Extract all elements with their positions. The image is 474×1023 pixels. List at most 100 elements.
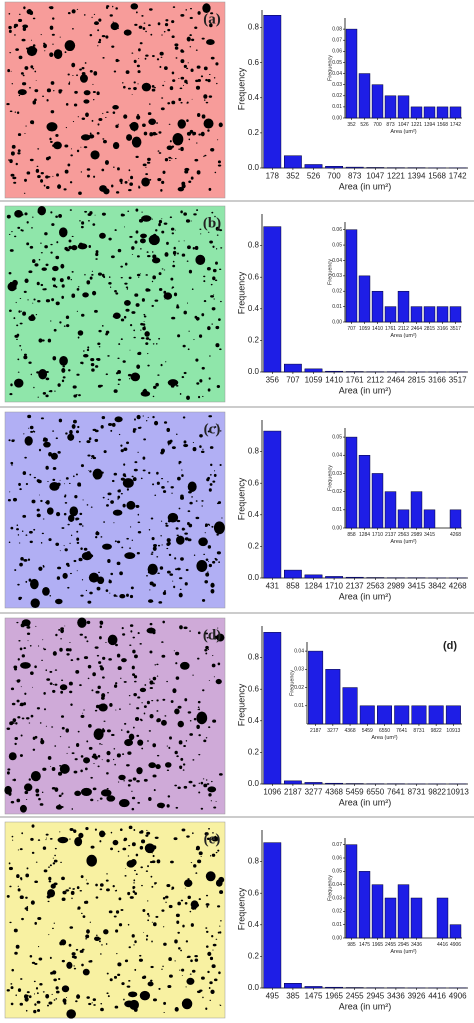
particle <box>149 678 151 680</box>
particle <box>126 985 131 988</box>
particle <box>158 219 163 224</box>
x-tick-label: 10913 <box>446 728 460 734</box>
particle <box>61 876 65 881</box>
particle <box>194 26 198 30</box>
particle <box>17 944 19 948</box>
particle <box>184 698 188 702</box>
particle <box>28 578 32 582</box>
particle <box>41 339 45 342</box>
particle <box>174 784 178 787</box>
particle <box>74 758 78 761</box>
particle <box>116 953 118 955</box>
particle <box>128 844 131 847</box>
particle <box>205 930 209 933</box>
particle <box>130 372 141 382</box>
particle <box>127 87 131 90</box>
particle <box>70 703 73 706</box>
bar <box>377 705 392 725</box>
particle <box>92 223 96 226</box>
particle <box>34 962 38 965</box>
particle <box>135 129 138 131</box>
particle <box>97 754 101 758</box>
particle <box>113 472 118 476</box>
particle <box>69 429 73 435</box>
particle <box>121 729 123 731</box>
particle <box>153 682 155 685</box>
particle <box>11 231 13 233</box>
y-axis-label: Frequency <box>236 887 246 930</box>
particle <box>162 170 166 174</box>
particle <box>32 67 35 70</box>
particle <box>194 955 198 958</box>
particle <box>151 304 154 308</box>
particle <box>111 184 114 188</box>
particle <box>176 567 181 571</box>
particle <box>15 994 17 997</box>
particle <box>152 998 157 1002</box>
particle <box>75 670 80 674</box>
particle <box>25 534 28 536</box>
particle <box>184 170 189 174</box>
particle <box>140 830 144 834</box>
x-tick-label: 1047 <box>398 122 409 128</box>
particle <box>127 855 130 857</box>
x-tick-label: 3517 <box>449 376 467 385</box>
particle <box>34 98 37 102</box>
bar <box>345 436 358 529</box>
particle <box>135 11 138 14</box>
particle <box>191 98 193 100</box>
particle <box>89 132 92 135</box>
particle <box>182 769 185 771</box>
particle <box>122 753 125 756</box>
particle <box>141 976 146 979</box>
x-tick-label: 1965 <box>325 992 343 1001</box>
x-tick-label: 1410 <box>372 326 383 332</box>
particle <box>195 358 199 362</box>
particle <box>58 628 61 631</box>
particle <box>80 769 83 773</box>
particle <box>163 222 168 225</box>
particle <box>53 328 57 332</box>
particle <box>86 504 89 506</box>
particle <box>184 879 193 887</box>
particle <box>189 34 192 37</box>
particle <box>152 131 157 136</box>
particle <box>46 122 58 132</box>
particle <box>123 780 125 782</box>
particle <box>31 851 35 854</box>
particle <box>193 554 196 557</box>
particle <box>100 425 104 429</box>
x-tick-label: 2112 <box>398 326 409 332</box>
particle <box>136 273 141 277</box>
particle <box>49 838 53 840</box>
panel-label: (b) <box>203 215 221 231</box>
particle <box>77 425 80 429</box>
particle <box>180 14 185 17</box>
particle <box>69 926 74 929</box>
particle <box>178 77 180 79</box>
particle <box>183 440 187 444</box>
particle <box>181 376 185 379</box>
particle <box>186 260 189 262</box>
particle <box>38 369 48 380</box>
particle <box>49 25 54 30</box>
particle <box>116 753 121 758</box>
particle <box>21 654 25 658</box>
particle <box>142 909 146 913</box>
particle <box>215 938 218 940</box>
particle <box>187 481 197 492</box>
particle <box>78 440 81 443</box>
particle <box>166 769 170 772</box>
particle <box>101 743 103 745</box>
particle <box>219 268 222 271</box>
particle <box>32 17 36 20</box>
particle <box>79 219 81 222</box>
particle <box>24 996 29 1002</box>
particle <box>196 142 198 144</box>
particle <box>64 169 69 174</box>
particle <box>55 998 58 1000</box>
particle <box>125 286 129 288</box>
particle <box>83 353 89 358</box>
particle <box>182 924 185 928</box>
particle <box>212 832 214 834</box>
